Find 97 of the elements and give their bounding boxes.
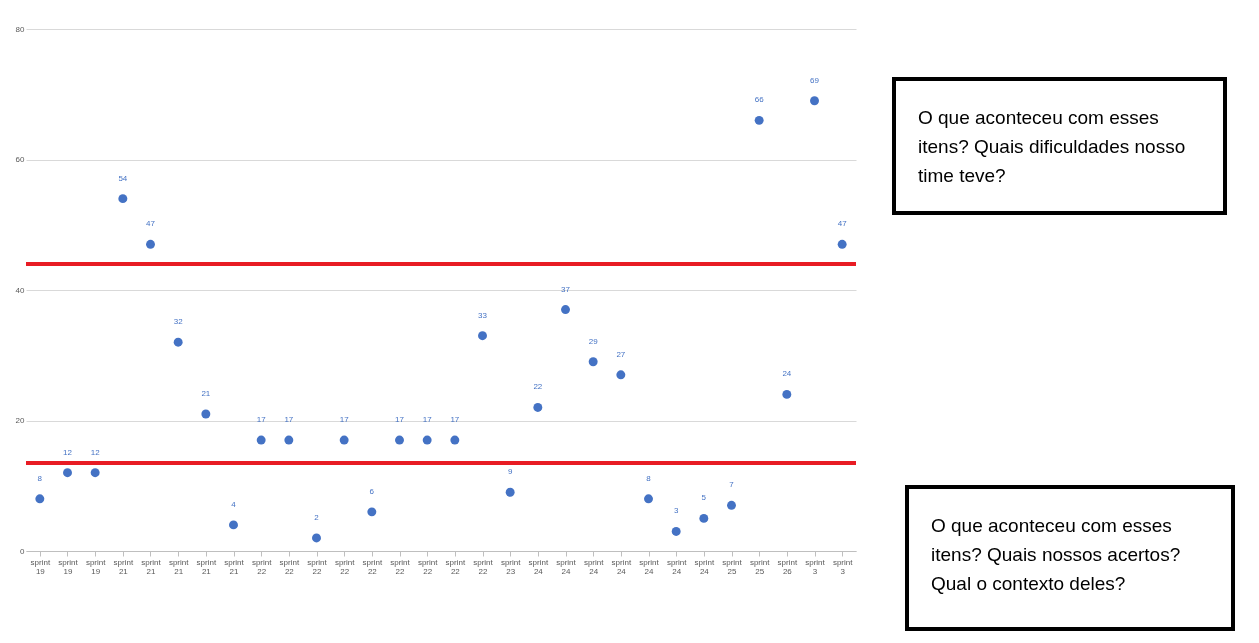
data-label: 12: [90, 447, 101, 457]
x-tick-label: sprint 22: [445, 557, 466, 576]
y-tick-label: 0: [20, 546, 26, 556]
x-tick-label: sprint 25: [749, 557, 771, 576]
x-tick-label: sprint 22: [307, 557, 328, 576]
data-label: 66: [754, 95, 765, 105]
point: [588, 357, 598, 367]
point: [367, 507, 377, 517]
data-label: 2: [314, 512, 320, 522]
data-label: 8: [646, 473, 652, 483]
x-tick-label: sprint 22: [417, 557, 439, 576]
data-label: 17: [256, 415, 267, 425]
point: [727, 500, 736, 510]
point: [644, 494, 653, 504]
point: [533, 402, 543, 412]
x-tick-label: sprint 22: [390, 557, 411, 576]
data-label: 33: [478, 310, 488, 320]
text: O que aconteceu com esses itens? Quais dificuldades nosso time teve?: [892, 77, 1227, 215]
data-label: 17: [339, 415, 350, 425]
data-label: 4: [231, 499, 237, 509]
point: [201, 409, 211, 419]
point: [754, 115, 764, 125]
data-label: 9: [507, 467, 513, 477]
data-label: 27: [616, 349, 626, 359]
point: [339, 435, 349, 445]
point: [173, 337, 183, 347]
data-label: 6: [369, 486, 375, 496]
y-tick-label: 40: [15, 285, 26, 295]
point: [90, 468, 100, 478]
data-label: 5: [701, 493, 707, 503]
x-tick-label: sprint 3: [805, 557, 826, 576]
point: [505, 487, 515, 497]
data-label: 22: [533, 382, 543, 392]
data-label: 32: [173, 317, 184, 327]
data-label: 37: [561, 284, 571, 294]
point: [118, 194, 128, 204]
x-tick-label: sprint 19: [58, 557, 79, 576]
x-tick-label: sprint 24: [556, 557, 577, 576]
point: [782, 389, 792, 399]
point: [561, 305, 570, 315]
point: [229, 520, 238, 530]
point: [284, 435, 294, 445]
x-tick-label: sprint 21: [224, 557, 245, 576]
x-tick-label: sprint 19: [85, 557, 107, 576]
point: [699, 513, 709, 523]
point: [671, 526, 681, 536]
x-tick-label: sprint 22: [473, 557, 494, 576]
point: [450, 435, 460, 445]
point: [63, 468, 72, 478]
x-tick-label: sprint 26: [777, 557, 798, 576]
data-label: 12: [63, 447, 73, 457]
x-tick-label: sprint 3: [832, 557, 854, 576]
data-label: 7: [729, 480, 735, 490]
data-label: 17: [450, 415, 460, 425]
point: [837, 239, 847, 249]
x-tick-label: sprint 24: [666, 557, 688, 576]
data-label: 17: [395, 415, 405, 425]
data-label: 17: [422, 415, 433, 425]
x-tick-label: sprint 24: [528, 557, 549, 576]
x-tick-label: sprint 22: [279, 557, 300, 576]
point: [422, 435, 432, 445]
data-label: 24: [782, 369, 792, 379]
x-tick-label: sprint 22: [251, 557, 273, 576]
data-label: 21: [201, 388, 211, 398]
x-tick-label: sprint 21: [168, 557, 190, 576]
x-tick-label: sprint 21: [196, 557, 217, 576]
data-label: 3: [673, 506, 679, 516]
x-tick-label: sprint 19: [30, 557, 51, 576]
text: O que aconteceu com esses itens? Quais nossos acertos? Qual o contexto deles?: [905, 485, 1235, 631]
data-label: 47: [146, 219, 156, 229]
data-label: 54: [118, 173, 128, 183]
x-tick-label: sprint 25: [722, 557, 743, 576]
point: [35, 494, 45, 504]
point: [478, 331, 487, 341]
x-tick-label: sprint 21: [113, 557, 134, 576]
x-tick-label: sprint 24: [611, 557, 632, 576]
x-tick-label: sprint 24: [583, 557, 605, 576]
x-tick-label: sprint 22: [362, 557, 383, 576]
point: [810, 96, 819, 106]
data-label: 47: [837, 219, 848, 229]
x-tick-label: sprint 22: [334, 557, 356, 576]
x-tick-label: sprint 24: [639, 557, 660, 576]
y-tick-label: 60: [15, 155, 26, 164]
data-label: 8: [37, 473, 43, 483]
point: [312, 533, 321, 543]
data-label: 17: [284, 415, 294, 425]
x-tick-label: sprint 21: [141, 557, 162, 576]
point: [395, 435, 404, 445]
point: [256, 435, 266, 445]
point: [146, 239, 155, 249]
x-tick-label: sprint 24: [694, 557, 715, 576]
y-tick-label: 20: [15, 416, 26, 425]
point: [616, 370, 626, 380]
y-tick-label: 80: [15, 24, 26, 34]
data-label: 29: [588, 336, 599, 346]
data-label: 69: [810, 75, 820, 85]
x-tick-label: sprint 23: [500, 557, 522, 576]
